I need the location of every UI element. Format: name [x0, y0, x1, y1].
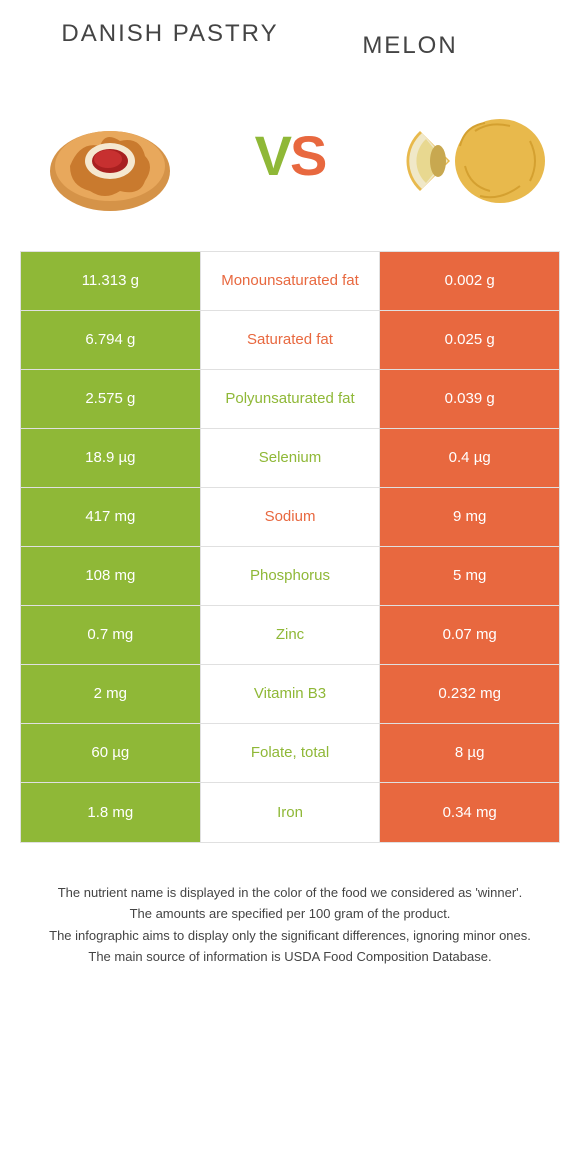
value-left: 2 mg — [21, 665, 201, 723]
value-right: 0.039 g — [380, 370, 559, 428]
value-left: 417 mg — [21, 488, 201, 546]
value-right: 0.025 g — [380, 311, 559, 369]
nutrient-label: Zinc — [201, 606, 381, 664]
value-left: 1.8 mg — [21, 783, 201, 842]
value-right: 9 mg — [380, 488, 559, 546]
footer-line-4: The main source of information is USDA F… — [30, 947, 550, 967]
titles-row: DANISH PASTRY MELON — [0, 0, 580, 71]
value-left: 18.9 µg — [21, 429, 201, 487]
table-row: 6.794 gSaturated fat0.025 g — [21, 311, 559, 370]
table-row: 417 mgSodium9 mg — [21, 488, 559, 547]
nutrient-label: Sodium — [201, 488, 381, 546]
value-right: 0.002 g — [380, 252, 559, 310]
table-row: 18.9 µgSelenium0.4 µg — [21, 429, 559, 488]
pastry-image — [30, 91, 190, 221]
value-right: 0.232 mg — [380, 665, 559, 723]
value-right: 0.34 mg — [380, 783, 559, 842]
footer-line-1: The nutrient name is displayed in the co… — [30, 883, 550, 903]
table-row: 2.575 gPolyunsaturated fat0.039 g — [21, 370, 559, 429]
vs-v: V — [255, 123, 290, 188]
table-row: 108 mgPhosphorus5 mg — [21, 547, 559, 606]
table-row: 0.7 mgZinc0.07 mg — [21, 606, 559, 665]
value-left: 11.313 g — [21, 252, 201, 310]
nutrient-label: Saturated fat — [201, 311, 381, 369]
footer-notes: The nutrient name is displayed in the co… — [30, 883, 550, 967]
comparison-table: 11.313 gMonounsaturated fat0.002 g6.794 … — [20, 251, 560, 843]
value-right: 5 mg — [380, 547, 559, 605]
table-row: 11.313 gMonounsaturated fat0.002 g — [21, 252, 559, 311]
table-row: 1.8 mgIron0.34 mg — [21, 783, 559, 842]
nutrient-label: Monounsaturated fat — [201, 252, 381, 310]
title-right: MELON — [290, 20, 530, 61]
value-left: 60 µg — [21, 724, 201, 782]
footer-line-3: The infographic aims to display only the… — [30, 926, 550, 946]
footer-line-2: The amounts are specified per 100 gram o… — [30, 904, 550, 924]
value-left: 0.7 mg — [21, 606, 201, 664]
vs-label: VS — [255, 123, 326, 188]
nutrient-label: Vitamin B3 — [201, 665, 381, 723]
nutrient-label: Phosphorus — [201, 547, 381, 605]
nutrient-label: Selenium — [201, 429, 381, 487]
value-right: 0.4 µg — [380, 429, 559, 487]
value-left: 2.575 g — [21, 370, 201, 428]
title-left: DANISH PASTRY — [50, 20, 290, 61]
nutrient-label: Iron — [201, 783, 381, 842]
value-right: 8 µg — [380, 724, 559, 782]
value-right: 0.07 mg — [380, 606, 559, 664]
nutrient-label: Polyunsaturated fat — [201, 370, 381, 428]
vs-s: S — [290, 123, 325, 188]
value-left: 108 mg — [21, 547, 201, 605]
hero-row: VS — [0, 71, 580, 251]
melon-image — [390, 91, 550, 221]
nutrient-label: Folate, total — [201, 724, 381, 782]
table-row: 2 mgVitamin B30.232 mg — [21, 665, 559, 724]
value-left: 6.794 g — [21, 311, 201, 369]
table-row: 60 µgFolate, total8 µg — [21, 724, 559, 783]
